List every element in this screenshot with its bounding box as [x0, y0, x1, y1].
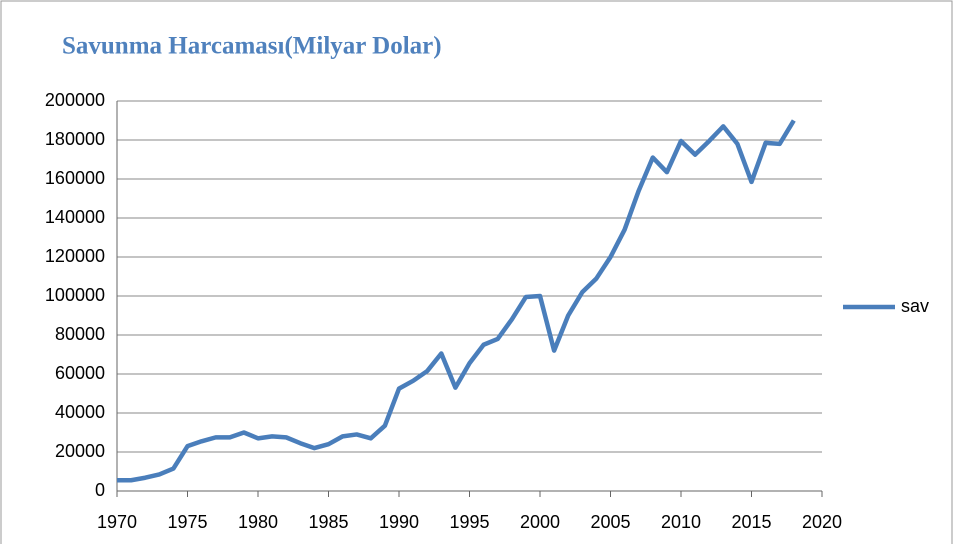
y-tick-label: 140000	[45, 207, 105, 227]
y-tick-label: 100000	[45, 285, 105, 305]
x-tick-label: 1975	[167, 512, 207, 532]
y-tick-label: 180000	[45, 129, 105, 149]
x-tick-label: 2005	[590, 512, 630, 532]
x-tick-label: 1990	[379, 512, 419, 532]
x-tick-label: 1995	[449, 512, 489, 532]
y-tick-label: 120000	[45, 246, 105, 266]
x-tick-label: 2020	[802, 512, 842, 532]
data-line	[117, 119, 796, 483]
y-tick-label: 200000	[45, 90, 105, 110]
y-tick-label: 40000	[55, 402, 105, 422]
x-tick-label: 1980	[238, 512, 278, 532]
y-tick-label: 20000	[55, 441, 105, 461]
x-tick-label: 1970	[97, 512, 137, 532]
y-tick-label: 80000	[55, 324, 105, 344]
x-tick-label: 2010	[661, 512, 701, 532]
legend-label: sav	[901, 296, 929, 316]
x-tick-label: 2015	[731, 512, 771, 532]
y-tick-label: 160000	[45, 168, 105, 188]
chart-title: Savunma Harcaması(Milyar Dolar)	[62, 33, 442, 60]
x-tick-label: 2000	[520, 512, 560, 532]
x-tick-label: 1985	[308, 512, 348, 532]
y-tick-label: 0	[95, 480, 105, 500]
y-tick-label: 60000	[55, 363, 105, 383]
